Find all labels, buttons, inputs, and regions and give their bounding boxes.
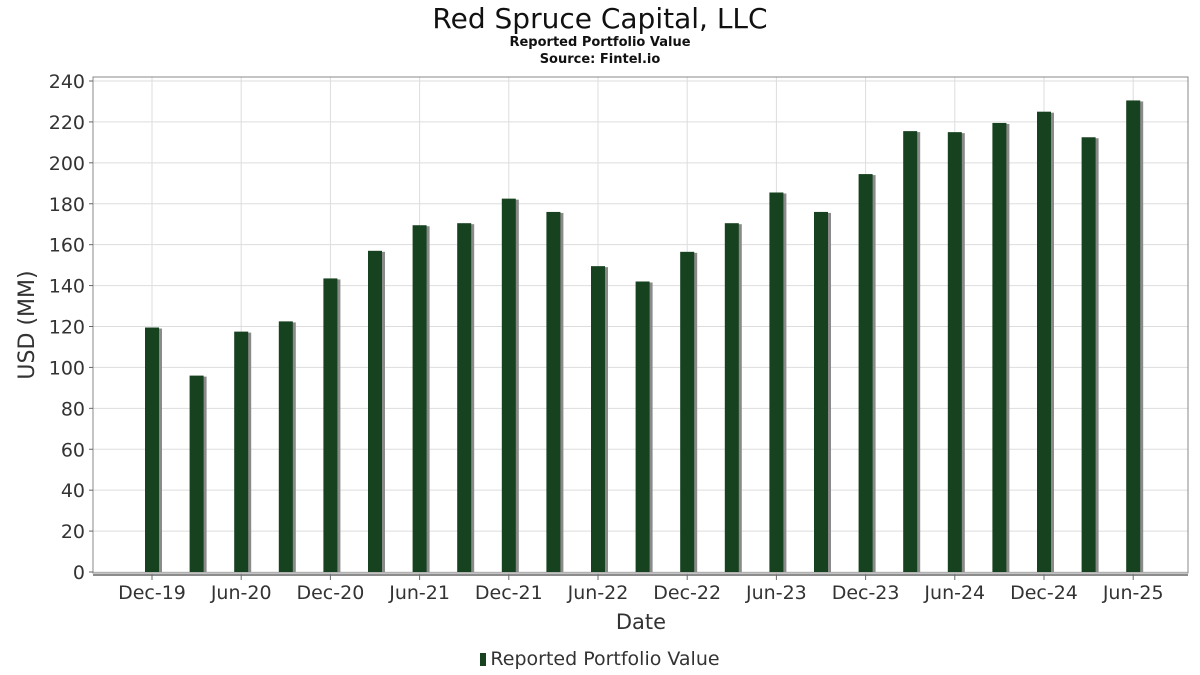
legend-label: Reported Portfolio Value bbox=[490, 648, 720, 670]
x-tick-label: Jun-20 bbox=[210, 582, 272, 604]
bar-fill bbox=[1126, 100, 1141, 572]
y-tick-label: 80 bbox=[61, 398, 85, 420]
bar bbox=[1081, 137, 1099, 572]
bar bbox=[1126, 100, 1144, 572]
y-tick-label: 240 bbox=[49, 71, 85, 93]
x-tick-label: Dec-21 bbox=[475, 582, 543, 604]
bar bbox=[1037, 111, 1054, 572]
y-axis-label: USD (MM) bbox=[15, 270, 40, 379]
legend-swatch bbox=[480, 653, 487, 666]
bar-fill bbox=[903, 131, 918, 572]
y-tick-label: 120 bbox=[49, 317, 85, 339]
y-tick-label: 160 bbox=[49, 235, 85, 257]
y-tick-label: 180 bbox=[49, 194, 85, 216]
bar bbox=[858, 174, 876, 572]
chart-title: Red Spruce Capital, LLC bbox=[432, 2, 768, 35]
bar bbox=[234, 331, 252, 572]
bar bbox=[591, 266, 608, 572]
plot-area bbox=[92, 76, 1189, 574]
bar bbox=[457, 223, 475, 572]
bar-fill bbox=[1081, 137, 1096, 572]
x-tick-label: Jun-21 bbox=[388, 582, 450, 604]
y-tick-label: 20 bbox=[61, 521, 85, 543]
bar bbox=[947, 132, 965, 573]
bar-fill bbox=[501, 198, 516, 572]
bar bbox=[412, 225, 430, 572]
bar bbox=[546, 211, 564, 572]
y-tick-label: 140 bbox=[49, 276, 85, 298]
y-tick-label: 0 bbox=[73, 562, 85, 584]
bar bbox=[635, 281, 653, 572]
bar-fill bbox=[992, 122, 1007, 573]
bar-fill bbox=[368, 250, 382, 572]
x-tick-label: Jun-24 bbox=[923, 582, 985, 604]
bar-fill bbox=[412, 225, 427, 572]
bar bbox=[680, 251, 698, 572]
bar-fill bbox=[814, 211, 828, 572]
x-tick-label: Dec-19 bbox=[118, 582, 186, 604]
bar-fill bbox=[457, 223, 472, 572]
bar bbox=[814, 211, 831, 572]
y-tick-label: 40 bbox=[61, 480, 85, 502]
bar-fill bbox=[724, 223, 739, 572]
y-tick-label: 100 bbox=[49, 357, 85, 379]
legend: Reported Portfolio Value bbox=[0, 648, 1200, 670]
bar bbox=[189, 375, 207, 572]
bar bbox=[769, 192, 787, 572]
x-tick-label: Jun-23 bbox=[745, 582, 807, 604]
bar bbox=[501, 198, 519, 572]
bar bbox=[992, 122, 1010, 573]
bar-fill bbox=[635, 281, 650, 572]
bar-fill bbox=[234, 331, 249, 572]
bar-fill bbox=[947, 132, 962, 573]
x-tick-label: Dec-22 bbox=[653, 582, 721, 604]
x-axis-label: Date bbox=[616, 610, 666, 634]
y-axis-ticks: 0 20 40 60 80 100 120 140 160 180 200 220 240 bbox=[49, 71, 93, 584]
bar-fill bbox=[858, 174, 873, 572]
bar bbox=[145, 327, 162, 572]
bar-series bbox=[145, 100, 1144, 573]
bar-fill bbox=[769, 192, 784, 572]
bar-fill bbox=[278, 321, 293, 572]
bar-fill bbox=[323, 278, 338, 572]
bar bbox=[724, 223, 742, 572]
bar bbox=[368, 250, 385, 572]
y-tick-label: 220 bbox=[49, 112, 85, 134]
bar-fill bbox=[591, 266, 605, 572]
bar-fill bbox=[189, 375, 204, 572]
y-tick-label: 200 bbox=[49, 153, 85, 175]
chart-source: Source: Fintel.io bbox=[539, 52, 661, 67]
x-tick-label: Jun-25 bbox=[1102, 582, 1164, 604]
x-tick-label: Jun-22 bbox=[567, 582, 629, 604]
x-tick-label: Dec-23 bbox=[832, 582, 900, 604]
bar-fill bbox=[145, 327, 159, 572]
x-tick-label: Dec-24 bbox=[1010, 582, 1078, 604]
bar bbox=[903, 131, 921, 572]
x-axis-ticks: Dec-19 Jun-20 Dec-20 Jun-21 Dec-21 Jun-22 Dec-… bbox=[118, 575, 1164, 604]
bar bbox=[323, 278, 341, 572]
bar-fill bbox=[1037, 111, 1051, 572]
bar bbox=[278, 321, 296, 572]
x-tick-label: Dec-20 bbox=[296, 582, 364, 604]
chart-subtitle: Reported Portfolio Value bbox=[509, 35, 691, 50]
bar-fill bbox=[680, 251, 695, 572]
bar-fill bbox=[546, 211, 561, 572]
y-tick-label: 60 bbox=[61, 439, 85, 461]
